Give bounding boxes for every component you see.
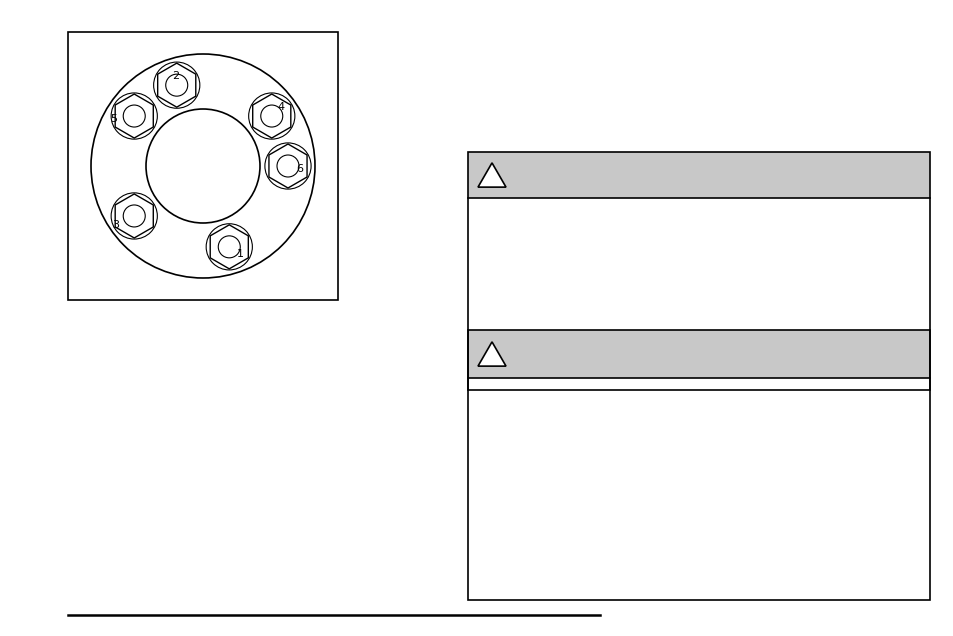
Ellipse shape — [166, 74, 188, 96]
Polygon shape — [477, 342, 505, 366]
Text: 2: 2 — [172, 71, 178, 81]
Polygon shape — [157, 63, 195, 107]
Bar — [468, 378, 929, 600]
Text: 3: 3 — [112, 220, 119, 230]
Bar — [468, 152, 929, 390]
Text: 6: 6 — [295, 164, 303, 174]
Bar — [468, 152, 929, 198]
Polygon shape — [269, 144, 307, 188]
Ellipse shape — [146, 109, 260, 223]
Polygon shape — [477, 163, 505, 187]
Polygon shape — [115, 94, 153, 138]
Text: 4: 4 — [277, 102, 285, 112]
Ellipse shape — [123, 205, 145, 227]
Ellipse shape — [123, 105, 145, 127]
Bar — [468, 330, 929, 600]
Polygon shape — [210, 225, 248, 269]
Ellipse shape — [91, 54, 314, 278]
Text: 1: 1 — [237, 249, 244, 259]
Polygon shape — [115, 194, 153, 238]
Polygon shape — [253, 94, 291, 138]
Ellipse shape — [276, 155, 298, 177]
Text: 5: 5 — [111, 114, 117, 124]
Bar — [468, 198, 929, 390]
Ellipse shape — [218, 236, 240, 258]
Bar — [68, 32, 337, 300]
Bar — [468, 330, 929, 378]
Ellipse shape — [260, 105, 282, 127]
